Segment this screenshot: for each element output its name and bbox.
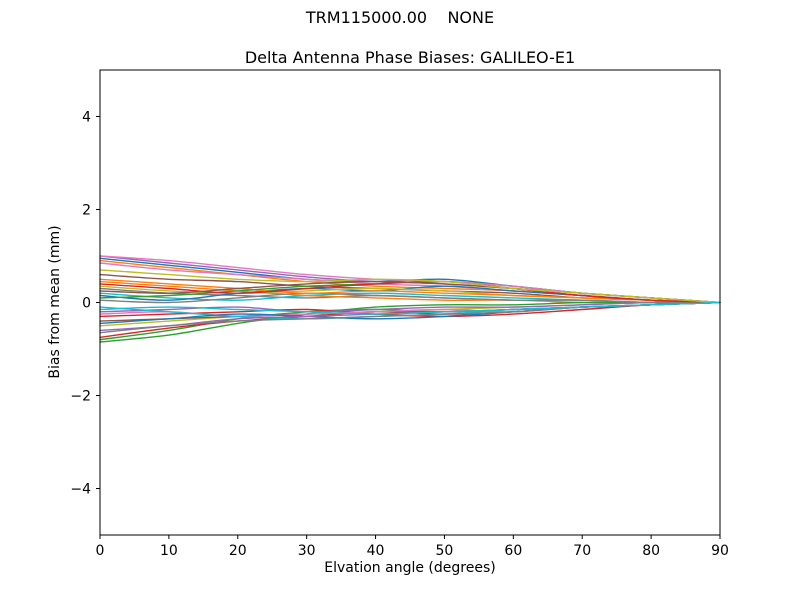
series-line: [99, 278, 721, 304]
x-tick-label: 10: [160, 543, 178, 559]
x-tick-label: 0: [96, 543, 105, 559]
x-tick-label: 70: [573, 543, 591, 559]
y-tick-label: −4: [70, 482, 91, 498]
y-tick-label: 2: [82, 203, 91, 219]
series-line: [99, 301, 721, 343]
y-tick-label: 4: [82, 110, 91, 126]
series-line: [99, 301, 721, 318]
x-tick-label: 80: [642, 543, 660, 559]
y-tick-label: 0: [82, 296, 91, 312]
y-tick-label: −2: [70, 389, 91, 405]
series-line: [99, 269, 721, 304]
axes-title: Delta Antenna Phase Biases: GALILEO-E1: [244, 48, 576, 67]
x-tick-label: 30: [298, 543, 316, 559]
figure-suptitle: TRM115000.00 NONE: [305, 8, 495, 27]
series-line: [99, 292, 721, 304]
x-tick-label: 90: [711, 543, 729, 559]
series-line: [99, 301, 721, 318]
y-axis-label: Bias from mean (mm): [47, 225, 63, 379]
x-tick-label: 20: [229, 543, 247, 559]
x-axis-label: Elvation angle (degrees): [324, 560, 496, 576]
x-tick-label: 50: [436, 543, 454, 559]
x-tick-label: 40: [367, 543, 385, 559]
series-line: [99, 301, 721, 315]
x-tick-label: 60: [504, 543, 522, 559]
